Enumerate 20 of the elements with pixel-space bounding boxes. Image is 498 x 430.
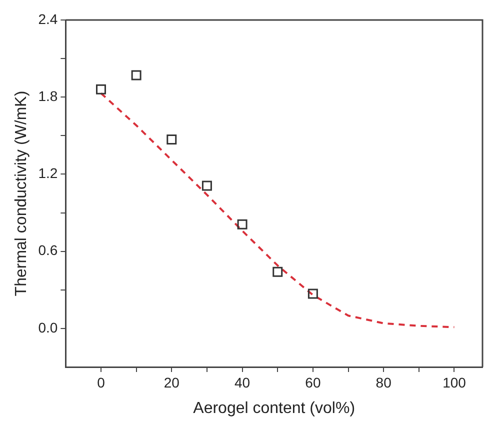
point [237, 219, 248, 230]
x-tick-label: 40 [234, 374, 250, 390]
x-axis-title: Aerogel content (vol%) [193, 400, 356, 417]
x-tick-label: 60 [305, 374, 321, 390]
x-tick-label: 20 [164, 374, 180, 390]
point [96, 84, 106, 94]
y-tick-label: 0.6 [38, 242, 58, 258]
y-tick-label: 1.2 [38, 165, 58, 182]
point [308, 288, 318, 299]
point [272, 266, 283, 277]
x-tick-label: 0 [97, 374, 106, 390]
y-tick-label: 2.4 [38, 10, 58, 27]
x-tick-label: 80 [376, 374, 392, 390]
y-tick-label: 1.8 [38, 88, 58, 104]
x-tick-label: 100 [442, 374, 466, 390]
point [202, 180, 212, 191]
y-tick-label: 0.0 [38, 319, 58, 336]
point [166, 134, 177, 145]
y-axis-title: Thermal conductivity (W/mK) [13, 90, 30, 296]
point [131, 70, 142, 80]
